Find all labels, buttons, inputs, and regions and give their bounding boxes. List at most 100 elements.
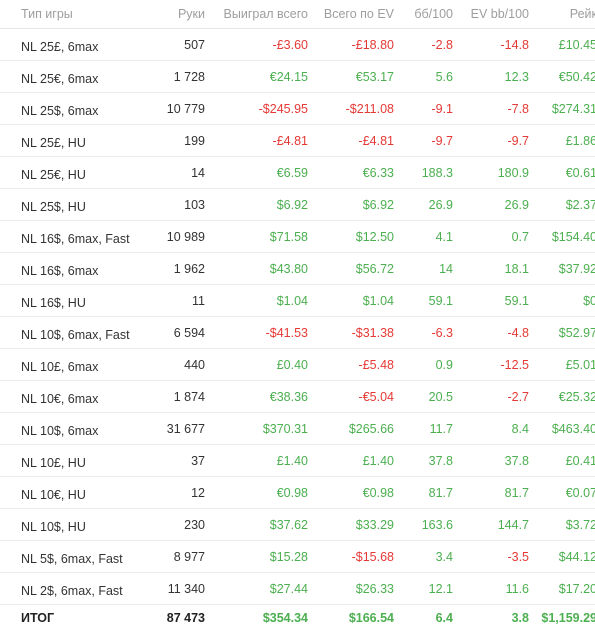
bb100-cell: 81.7 [394, 477, 453, 509]
game-type-cell: NL 10€, 6max [0, 381, 115, 413]
bb100-cell: -2.8 [394, 29, 453, 61]
hands-cell: 1 728 [115, 61, 205, 93]
ev-bb100-cell: -12.5 [453, 349, 529, 381]
ev-total-cell: $26.33 [308, 573, 394, 605]
ev-bb100-cell: 144.7 [453, 509, 529, 541]
hands-cell: 11 340 [115, 573, 205, 605]
bb100-cell: 14 [394, 253, 453, 285]
ev-bb100-cell: 81.7 [453, 477, 529, 509]
game-type-cell: NL 10£, 6max [0, 349, 115, 381]
bb100-cell: 26.9 [394, 189, 453, 221]
won-total-cell: -£4.81 [205, 125, 308, 157]
game-type-cell: ИТОГ [0, 605, 115, 631]
rake-cell: £1.86 [529, 125, 595, 157]
bb100-cell: 37.8 [394, 445, 453, 477]
hands-cell: 230 [115, 509, 205, 541]
ev-total-cell: $265.66 [308, 413, 394, 445]
rake-cell: €0.07 [529, 477, 595, 509]
hands-cell: 14 [115, 157, 205, 189]
hands-cell: 12 [115, 477, 205, 509]
rake-cell: $0 [529, 285, 595, 317]
bb100-cell: 4.1 [394, 221, 453, 253]
column-header-rake[interactable]: Рейк [529, 0, 595, 29]
ev-total-cell: $56.72 [308, 253, 394, 285]
column-header-ev-bb100[interactable]: EV bb/100 [453, 0, 529, 29]
bb100-cell: 0.9 [394, 349, 453, 381]
game-type-cell: NL 16$, HU [0, 285, 115, 317]
rake-cell: $274.31 [529, 93, 595, 125]
ev-total-cell: $6.92 [308, 189, 394, 221]
won-total-cell: -$245.95 [205, 93, 308, 125]
column-header-won-total[interactable]: Выиграл всего [205, 0, 308, 29]
bb100-cell: 6.4 [394, 605, 453, 631]
ev-total-cell: $166.54 [308, 605, 394, 631]
column-header-hands[interactable]: Руки [115, 0, 205, 29]
rake-cell: £10.45 [529, 29, 595, 61]
hands-cell: 440 [115, 349, 205, 381]
won-total-cell: -$41.53 [205, 317, 308, 349]
game-type-cell: NL 10€, HU [0, 477, 115, 509]
game-type-cell: NL 10£, HU [0, 445, 115, 477]
won-total-cell: $71.58 [205, 221, 308, 253]
game-type-cell: NL 25€, HU [0, 157, 115, 189]
ev-total-cell: $12.50 [308, 221, 394, 253]
game-type-cell: NL 25€, 6max [0, 61, 115, 93]
ev-total-cell: €0.98 [308, 477, 394, 509]
bb100-cell: 5.6 [394, 61, 453, 93]
column-header-bb100[interactable]: бб/100 [394, 0, 453, 29]
hands-cell: 507 [115, 29, 205, 61]
rake-cell: $3.72 [529, 509, 595, 541]
ev-total-cell: €53.17 [308, 61, 394, 93]
ev-total-cell: -£18.80 [308, 29, 394, 61]
ev-bb100-cell: 3.8 [453, 605, 529, 631]
rake-cell: £0.41 [529, 445, 595, 477]
ev-total-cell: $33.29 [308, 509, 394, 541]
won-total-cell: €0.98 [205, 477, 308, 509]
won-total-cell: €38.36 [205, 381, 308, 413]
hands-cell: 10 779 [115, 93, 205, 125]
ev-total-cell: £1.40 [308, 445, 394, 477]
won-total-cell: €24.15 [205, 61, 308, 93]
bb100-cell: -9.7 [394, 125, 453, 157]
ev-bb100-cell: -4.8 [453, 317, 529, 349]
rake-cell: $2.37 [529, 189, 595, 221]
bb100-cell: -6.3 [394, 317, 453, 349]
hands-cell: 11 [115, 285, 205, 317]
won-total-cell: -£3.60 [205, 29, 308, 61]
hands-cell: 37 [115, 445, 205, 477]
ev-bb100-cell: 59.1 [453, 285, 529, 317]
game-type-cell: NL 16$, 6max, Fast [0, 221, 115, 253]
rake-cell: €50.42 [529, 61, 595, 93]
hands-cell: 199 [115, 125, 205, 157]
won-total-cell: $6.92 [205, 189, 308, 221]
game-type-cell: NL 10$, 6max [0, 413, 115, 445]
column-header-ev-total[interactable]: Всего по EV [308, 0, 394, 29]
ev-total-cell: -$31.38 [308, 317, 394, 349]
bb100-cell: -9.1 [394, 93, 453, 125]
column-header-game-type[interactable]: Тип игры [0, 0, 115, 29]
ev-bb100-cell: 26.9 [453, 189, 529, 221]
rake-cell: €0.61 [529, 157, 595, 189]
bb100-cell: 12.1 [394, 573, 453, 605]
rake-cell: $1,159.29 [529, 605, 595, 631]
game-type-cell: NL 25$, 6max [0, 93, 115, 125]
